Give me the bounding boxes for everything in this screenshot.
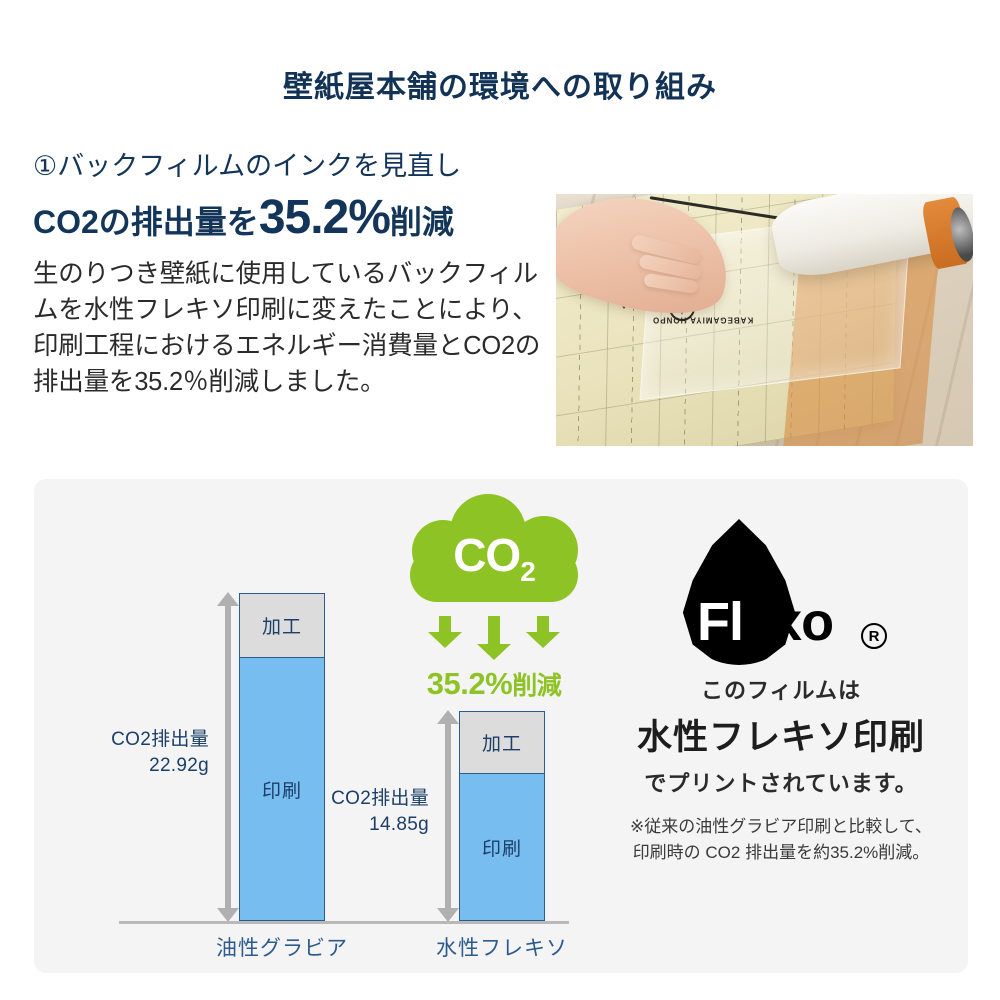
arrow-shaft: [439, 616, 451, 632]
arrow-head-down-icon: [428, 632, 462, 648]
flexo-line-2: 水性フレキソ印刷: [636, 718, 925, 757]
bar-gravure-value-total: 22.92g: [149, 754, 209, 776]
arrow-head-up-icon: [437, 710, 459, 724]
flexo-line-3: でプリントされています。: [644, 771, 918, 796]
bar-gravure-segment-process: 加工: [240, 594, 324, 658]
lower-info-panel: 加工 印刷 CO2排出量 22.92g 加工 印刷 CO2排出量 14.85g …: [34, 479, 968, 973]
co2-text: CO: [453, 529, 521, 581]
intro-body-paragraph: 生のりつき壁紙に使用しているバックフィルムを水性フレキソ印刷に変えたことにより、…: [33, 259, 541, 397]
bar-gravure-value-title: CO2排出量: [111, 729, 209, 750]
cloud-body: [410, 548, 578, 602]
arrow-head-down-icon: [217, 908, 239, 922]
intro-block: ①バックフィルムのインクを見直し CO2の排出量を35.2%削減 生のりつき壁紙…: [33, 150, 553, 400]
bar-caption-gravure: 油性グラビア: [216, 937, 348, 960]
registered-trademark-icon: R: [861, 623, 887, 649]
chart-baseline: [119, 921, 569, 924]
co2-cloud-label: CO2: [406, 528, 582, 588]
flexo-measure-arrow: [437, 710, 459, 922]
arrow-head-down-icon: [477, 644, 511, 660]
flexo-footnote: ※従来の油性グラビア印刷と比較して、 印刷時の CO2 排出量を約35.2%削減…: [594, 814, 968, 865]
co2-arrow-down-icon: [428, 616, 462, 648]
co2-arrow-down-icon: [526, 616, 560, 648]
flexo-wordmark: Flexo: [697, 592, 834, 652]
bar-flexo: 加工 印刷: [459, 711, 545, 921]
co2-reduction-badge: CO2 35.2%削減: [379, 494, 609, 702]
bar-flexo-value-total: 14.85g: [369, 813, 429, 835]
co2-reduction-value: 35.2%: [426, 666, 513, 701]
flexo-word-black: exo: [743, 592, 834, 652]
intro-heading-2-suffix: 削減: [389, 204, 454, 241]
intro-heading-2-prefix: CO2の排出量を: [33, 204, 259, 241]
arrow-shaft: [488, 616, 500, 644]
co2-down-arrows: [406, 616, 582, 660]
arrow-head-down-icon: [437, 908, 459, 922]
arrow-head-up-icon: [217, 592, 239, 606]
intro-heading-1: ①バックフィルムのインクを見直し: [33, 151, 462, 181]
co2-reduction-suffix: 削減: [512, 672, 562, 700]
intro-heading-2: CO2の排出量を35.2%削減: [33, 190, 553, 245]
co2-subscript: 2: [520, 556, 536, 588]
co2-reduction-text: 35.2%削減: [379, 666, 609, 702]
arrow-shaft: [537, 616, 549, 632]
flexo-footnote-line-1: ※従来の油性グラビア印刷と比較して、: [630, 817, 932, 836]
bar-flexo-segment-process: 加工: [460, 712, 544, 774]
flexo-word-white: Fl: [697, 592, 744, 652]
flexo-logo: Flexo R: [656, 519, 906, 671]
bar-gravure-value-label: CO2排出量 22.92g: [69, 727, 209, 778]
bar-flexo-value-label: CO2排出量 14.85g: [289, 786, 429, 837]
flexo-line-1: このフィルムは: [700, 678, 862, 703]
back-film-peeling-photo: KABEGAMIYA HONPO: [556, 194, 973, 446]
bar-gravure-segment-print: 印刷: [240, 658, 324, 920]
bar-caption-flexo: 水性フレキソ: [436, 937, 568, 960]
gravure-measure-arrow: [217, 592, 239, 922]
bar-gravure: 加工 印刷: [239, 593, 325, 921]
arrow-shaft: [225, 601, 231, 913]
co2-bar-chart: 加工 印刷 CO2排出量 22.92g 加工 印刷 CO2排出量 14.85g …: [34, 479, 594, 973]
flexo-info-block: Flexo R このフィルムは 水性フレキソ印刷 でプリントされています。 ※従…: [594, 519, 968, 865]
bar-flexo-segment-print: 印刷: [460, 774, 544, 920]
arrow-shaft: [445, 719, 451, 913]
co2-arrow-down-icon: [477, 616, 511, 660]
bar-flexo-value-title: CO2排出量: [331, 788, 429, 809]
page-title: 壁紙屋本舗の環境への取り組み: [283, 71, 717, 104]
photo-roll-logo-text: KABEGAMIYA HONPO: [651, 315, 754, 325]
co2-cloud-icon: CO2: [406, 494, 582, 620]
intro-heading-2-value: 35.2%: [258, 191, 391, 245]
arrow-head-down-icon: [526, 632, 560, 648]
flexo-footnote-line-2: 印刷時の CO2 排出量を約35.2%削減。: [632, 842, 930, 862]
